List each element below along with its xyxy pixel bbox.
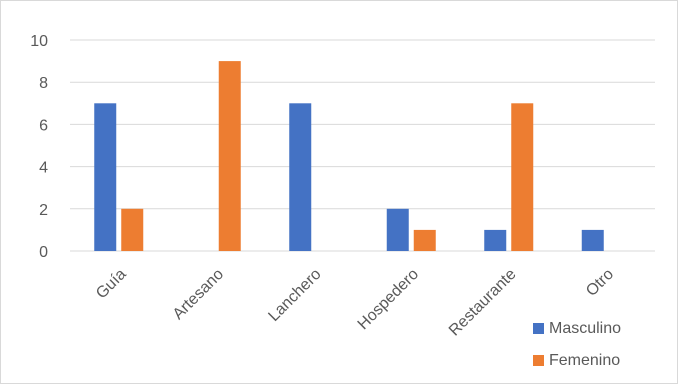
legend-label-femenino: Femenino: [549, 352, 620, 369]
legend-label-masculino: Masculino: [549, 320, 621, 337]
bar-femenino-0: [121, 208, 144, 251]
y-tick-label: 6: [39, 117, 48, 134]
bar-femenino-1: [218, 61, 241, 251]
y-tick-label: 4: [39, 160, 48, 177]
bar-masculino-4: [484, 229, 507, 251]
y-axis-ticks: 0 2 4 6 8 10: [30, 33, 48, 261]
y-tick-label: 2: [39, 202, 48, 219]
bar-masculino-0: [94, 103, 117, 251]
bar-femenino-4: [511, 103, 534, 251]
bars: [94, 61, 604, 251]
bar-masculino-2: [289, 103, 312, 251]
x-tick-label: Guía: [93, 266, 130, 303]
y-tick-label: 8: [39, 75, 48, 92]
x-tick-label: Artesano: [170, 266, 227, 323]
legend-swatch-masculino: [533, 323, 544, 334]
bar-masculino-3: [386, 208, 409, 251]
x-tick-label: Restaurante: [446, 266, 520, 340]
x-tick-label: Hospedero: [355, 266, 422, 333]
y-tick-label: 10: [30, 33, 48, 50]
legend-swatch-femenino: [533, 355, 544, 366]
gridlines: [70, 39, 655, 252]
legend: Masculino Femenino: [533, 320, 621, 369]
x-tick-label: Lanchero: [265, 266, 324, 325]
bar-masculino-5: [581, 229, 604, 251]
bar-femenino-3: [413, 229, 436, 251]
x-tick-label: Otro: [583, 266, 617, 300]
y-tick-label: 0: [39, 244, 48, 261]
